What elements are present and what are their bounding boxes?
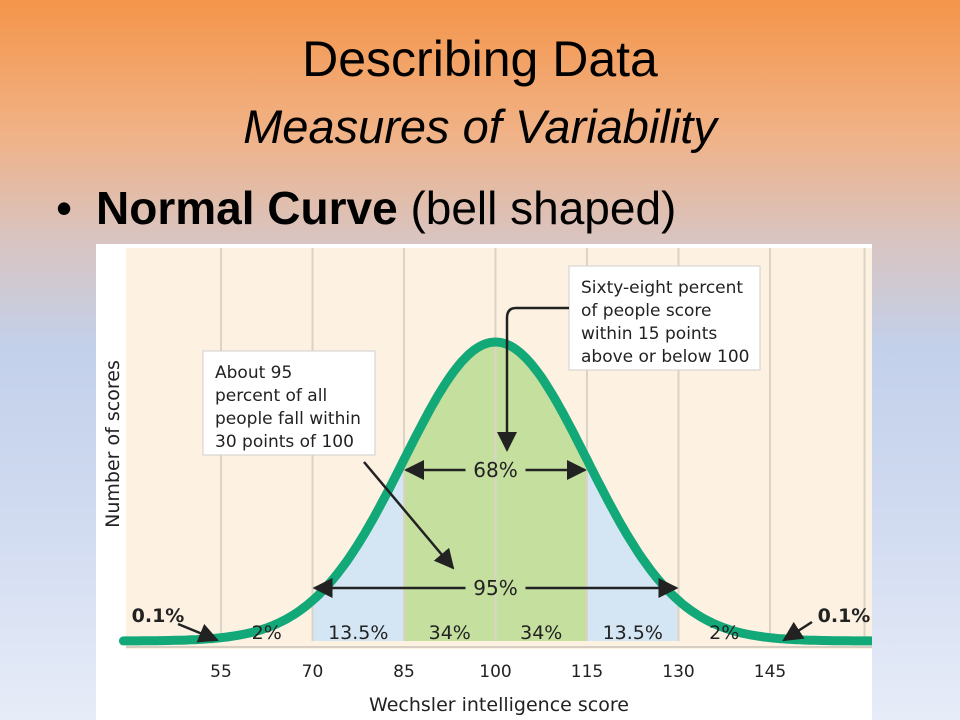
- bracket-label: 95%: [473, 576, 517, 600]
- bracket-label: 68%: [473, 458, 517, 482]
- band-label: 0.1%: [818, 605, 871, 627]
- x-tick-label: 145: [754, 662, 786, 682]
- slide-subtitle: Measures of Variability: [243, 100, 717, 153]
- bullet-rest-text: (bell shaped): [410, 182, 677, 234]
- normal-curve-line: [118, 337, 872, 646]
- annotation-line: 30 points of 100: [215, 432, 354, 452]
- x-axis-label: Wechsler intelligence score: [369, 694, 629, 716]
- band-label: 34%: [520, 622, 562, 644]
- slide-title: Describing Data: [302, 31, 658, 87]
- annotation-box: [202, 350, 376, 456]
- normal-curve-figure: 0.1% 2% 13.5% 34% 34% 13.5% 2% 0.1% 55 70 85 100 115…: [96, 244, 872, 720]
- bullet-dot: •: [56, 182, 73, 234]
- annotation-line: people fall within: [215, 409, 361, 429]
- bullet-normal-curve: • Normal Curve (bell shaped): [56, 178, 676, 238]
- band-label: 0.1%: [132, 605, 185, 627]
- annotation-line: percent of all: [215, 386, 327, 406]
- annotation-line: of people score: [581, 301, 712, 321]
- bullet-bold-text: Normal Curve: [96, 182, 398, 234]
- normal-curve-chart: 0.1% 2% 13.5% 34% 34% 13.5% 2% 0.1% 55 70 85 100 115…: [102, 248, 872, 716]
- arrow-right-tail: [782, 620, 813, 642]
- band-label: 13.5%: [328, 622, 388, 644]
- annotation-box: [568, 265, 761, 371]
- arrow-left-tail: [177, 622, 219, 643]
- x-tick-label: 130: [662, 662, 694, 682]
- annotation-line: above or below 100: [581, 347, 749, 367]
- annotation-line: About 95: [215, 363, 292, 383]
- band-label: 13.5%: [603, 622, 663, 644]
- annotation-line: within 15 points: [581, 324, 717, 344]
- x-tick-label: 115: [571, 662, 603, 682]
- y-axis-label: Number of scores: [102, 360, 124, 528]
- band-label: 2%: [252, 622, 282, 644]
- band-label: 34%: [429, 622, 471, 644]
- arrow-95-annotation: [363, 461, 455, 570]
- x-tick-label: 70: [302, 662, 324, 682]
- band-label: 2%: [709, 622, 739, 644]
- x-tick-label: 85: [393, 662, 415, 682]
- x-tick-label: 100: [479, 662, 511, 682]
- arrow-68-annotation: [497, 306, 569, 452]
- annotation-line: Sixty-eight percent: [581, 278, 743, 298]
- x-tick-label: 55: [210, 662, 232, 682]
